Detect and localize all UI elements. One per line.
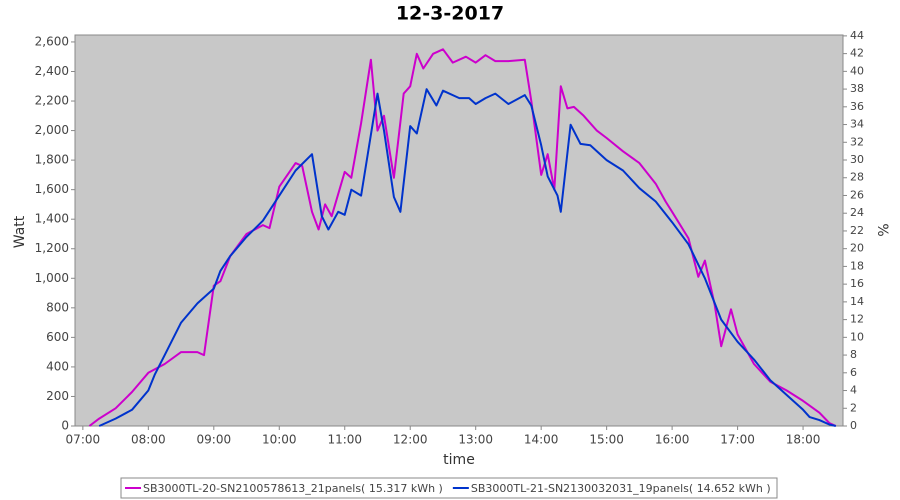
y2-tick-label: 14: [850, 295, 864, 308]
y-tick-label: 2,600: [35, 34, 69, 48]
x-tick-label: 14:00: [524, 433, 559, 447]
y-tick-label: 2,000: [35, 123, 69, 137]
x-tick-label: 13:00: [458, 433, 493, 447]
x-tick-label: 17:00: [720, 433, 755, 447]
y2-tick-label: 4: [850, 384, 857, 397]
y2-tick-label: 30: [850, 153, 864, 166]
y-tick-label: 400: [46, 359, 69, 373]
y2-tick-label: 10: [850, 330, 864, 343]
y-axis-label: Watt: [12, 215, 28, 248]
y2-tick-label: 40: [850, 64, 864, 77]
plot-area: [74, 34, 844, 427]
x-tick-label: 10:00: [262, 433, 297, 447]
y-tick-label: 1,800: [35, 153, 69, 167]
y-tick-label: 200: [46, 389, 69, 403]
x-tick-label: 15:00: [589, 433, 624, 447]
y2-tick-label: 18: [850, 259, 864, 272]
y2-tick-label: 16: [850, 277, 864, 290]
chart-title: 12-3-2017: [396, 3, 504, 25]
y2-tick-label: 44: [850, 29, 864, 42]
y-tick-label: 1,200: [35, 241, 69, 255]
y2-tick-label: 38: [850, 82, 864, 95]
y2-tick-label: 42: [850, 47, 864, 60]
y2-tick-label: 28: [850, 171, 864, 184]
x-tick-label: 09:00: [197, 433, 232, 447]
x-tick-label: 12:00: [393, 433, 428, 447]
y2-tick-label: 32: [850, 135, 864, 148]
y2-tick-label: 0: [850, 419, 857, 432]
y2-tick-label: 34: [850, 118, 864, 131]
y2-tick-label: 8: [850, 348, 857, 361]
y-tick-label: 2,200: [35, 94, 69, 108]
series-line: [98, 88, 837, 427]
y2-axis-label: %: [874, 223, 890, 236]
y2-tick-label: 6: [850, 366, 857, 379]
x-tick-label: 07:00: [66, 433, 101, 447]
x-tick-label: 16:00: [655, 433, 690, 447]
y2-tick-label: 26: [850, 188, 864, 201]
x-axis-label: time: [443, 452, 475, 468]
x-tick-label: 18:00: [786, 433, 821, 447]
y-tick-label: 800: [46, 300, 69, 314]
y2-tick-label: 20: [850, 242, 864, 255]
legend: [120, 477, 778, 499]
y2-tick-label: 36: [850, 100, 864, 113]
legend-label: SB3000TL-20-SN2100578613_21panels( 15.31…: [143, 482, 443, 495]
y2-tick-label: 2: [850, 401, 857, 414]
y2-tick-label: 12: [850, 313, 864, 326]
y2-tick-label: 24: [850, 206, 864, 219]
y-tick-label: 1,000: [35, 271, 69, 285]
y-tick-label: 2,400: [35, 64, 69, 78]
y-tick-label: 1,400: [35, 212, 69, 226]
y2-tick-label: 22: [850, 224, 864, 237]
y-tick-label: 1,600: [35, 182, 69, 196]
x-tick-label: 08:00: [131, 433, 166, 447]
legend-label: SB3000TL-21-SN2130032031_19panels( 14.65…: [471, 482, 771, 495]
y-tick-label: 600: [46, 330, 69, 344]
x-tick-label: 11:00: [327, 433, 362, 447]
y-tick-label: 0: [61, 419, 69, 433]
